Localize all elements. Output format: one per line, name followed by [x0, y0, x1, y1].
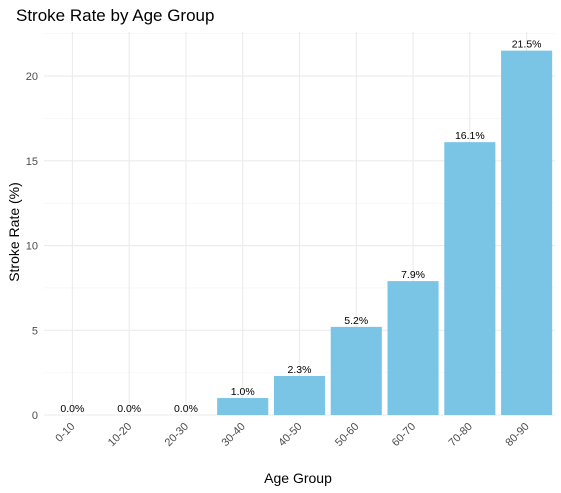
data-label: 5.2% — [344, 315, 368, 327]
y-axis-tick-labels: 0 5 10 15 20 — [26, 71, 38, 422]
bar — [387, 281, 439, 415]
bars: 0.0% 0.0% 0.0% 1.0% 2.3% 5.2% 7.9% 16.1% 21.5% — [60, 39, 553, 416]
bar — [217, 398, 269, 415]
x-axis-tick-labels: 0-10 10-20 20-30 30-40 40-50 50-60 60-70 70-80 8… — [53, 421, 531, 449]
data-label: 0.0% — [60, 403, 84, 415]
data-label: 16.1% — [455, 130, 485, 142]
x-tick-label: 40-50 — [276, 421, 304, 449]
data-label: 2.3% — [288, 364, 312, 376]
data-label: 21.5% — [512, 39, 542, 51]
y-axis-title: Stroke Rate (%) — [6, 182, 22, 282]
x-tick-label: 80-90 — [503, 421, 531, 449]
bar — [501, 50, 553, 415]
x-tick-label: 60-70 — [390, 421, 418, 449]
y-tick-label: 15 — [26, 156, 38, 168]
x-axis-title: Age Group — [264, 470, 332, 486]
y-tick-label: 5 — [32, 325, 38, 337]
x-tick-label: 10-20 — [106, 421, 134, 449]
x-tick-label: 50-60 — [333, 421, 361, 449]
data-label: 0.0% — [174, 403, 198, 415]
bar — [273, 376, 326, 415]
x-tick-label: 0-10 — [53, 421, 77, 445]
data-label: 1.0% — [231, 386, 255, 398]
data-label: 0.0% — [117, 403, 141, 415]
data-label: 7.9% — [401, 269, 425, 281]
bar — [444, 142, 496, 416]
x-tick-label: 20-30 — [163, 421, 191, 449]
y-tick-label: 20 — [26, 71, 38, 83]
x-tick-label: 30-40 — [219, 421, 247, 449]
x-tick-label: 70-80 — [447, 421, 475, 449]
chart-title: Stroke Rate by Age Group — [16, 6, 214, 25]
y-tick-label: 10 — [26, 241, 38, 253]
bar — [330, 326, 382, 415]
y-tick-label: 0 — [32, 410, 38, 422]
